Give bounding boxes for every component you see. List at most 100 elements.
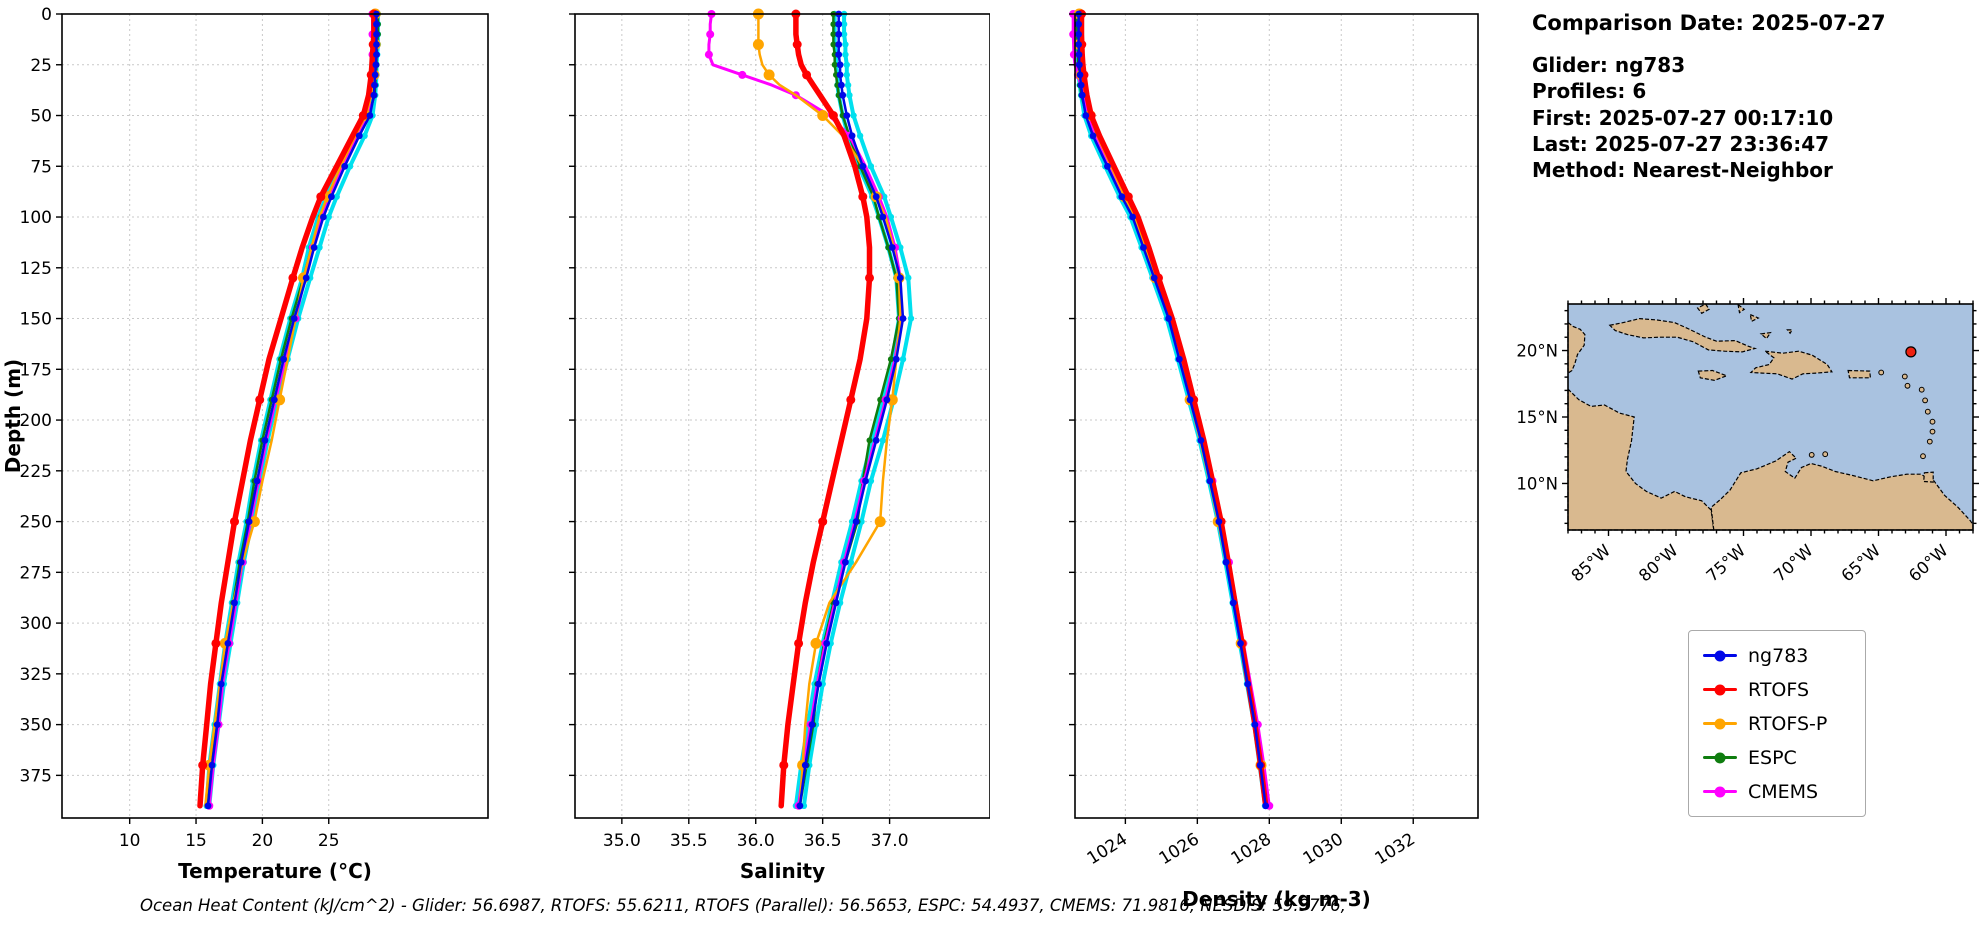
plot-frame — [574, 13, 990, 819]
profile-marker-ng783 — [896, 274, 904, 282]
profile-marker-RTOFS — [779, 760, 789, 770]
method-text: Method: Nearest-Neighbor — [1532, 158, 1833, 183]
profile-marker-RTOFS — [1086, 111, 1096, 120]
profile-line-glider-profile-1 — [1074, 12, 1267, 808]
profile-marker-ng783 — [862, 477, 869, 485]
profile-marker-ng783 — [253, 477, 261, 485]
profile-marker-glider-profile-1 — [887, 213, 895, 221]
map-lon-label: 85°W — [1568, 541, 1615, 586]
profile-marker-ESPC — [866, 437, 873, 444]
profile-marker-ng783 — [836, 71, 844, 79]
profile-marker-ng783 — [224, 640, 232, 647]
profile-marker-RTOFS-P — [874, 516, 886, 528]
profile-marker-ng783 — [843, 112, 851, 119]
comparison-date-text: Comparison Date: 2025-07-27 — [1532, 11, 1886, 35]
legend-label: RTOFS — [1748, 678, 1810, 701]
profile-marker-ng783 — [290, 315, 298, 322]
profile-line-RTOFS-P — [1078, 12, 1268, 808]
x-tick-label: 35.5 — [670, 831, 708, 851]
map-lon-label: 60°W — [1905, 541, 1952, 586]
salinity-profile-chart: 35.0 35.5 36.0 36.5 37.0 Salinity — [569, 8, 990, 883]
profile-marker-glider-profile-1 — [316, 244, 323, 251]
legend-label: RTOFS-P — [1748, 712, 1828, 735]
profile-marker-ng783 — [1175, 355, 1183, 363]
map-land — [1697, 369, 1729, 382]
profile-line-ESPC — [1075, 12, 1267, 808]
map-lat-label: 15°N — [1516, 408, 1558, 427]
profile-marker-ng783 — [835, 20, 843, 28]
profile-marker-ng783 — [371, 71, 379, 79]
legend-line-sample — [1703, 786, 1737, 797]
map-island — [1924, 408, 1931, 415]
legend-item-rtofs-p: RTOFS-P — [1703, 711, 1851, 736]
y-tick-label: 125 — [20, 259, 52, 279]
profile-marker-ng783 — [1075, 51, 1083, 58]
profile-marker-ng783 — [1206, 477, 1214, 485]
profile-marker-RTOFS — [846, 395, 856, 405]
profile-marker-ng783 — [1104, 162, 1111, 170]
map-lat-label: 10°N — [1516, 474, 1558, 493]
profile-marker-CMEMS — [738, 70, 747, 79]
profile-marker-RTOFS — [316, 192, 326, 202]
profile-marker-ng783 — [883, 396, 891, 404]
profile-marker-RTOFS-P — [763, 69, 775, 81]
y-tick-label: 325 — [20, 665, 52, 685]
location-map: 85°W 80°W 75°W 70°W 65°W 60°W 10°N 15°N 20°N — [1516, 298, 1979, 586]
profiles-count-text: Profiles: 6 — [1532, 79, 1647, 104]
profile-marker-RTOFS — [865, 273, 874, 283]
x-tick-label: 10 — [119, 831, 141, 851]
y-tick-label: 200 — [20, 411, 52, 431]
profile-line-glider-profile-2 — [1078, 12, 1269, 808]
y-tick-label: 175 — [20, 360, 52, 380]
legend-marker-dot — [1714, 684, 1726, 695]
y-tick-label: 75 — [30, 157, 52, 177]
profile-line-ng783 — [1077, 12, 1267, 808]
spacer — [1532, 38, 1886, 52]
profile-marker-RTOFS — [802, 70, 812, 80]
profile-marker-glider-profile-1 — [840, 31, 848, 38]
profile-marker-ng783 — [1077, 81, 1085, 89]
profile-line-CMEMS — [707, 12, 904, 808]
profile-marker-RTOFS — [198, 760, 208, 770]
profile-marker-ng783 — [302, 274, 310, 282]
profile-marker-ng783 — [888, 244, 896, 251]
profile-marker-ng783 — [872, 193, 880, 201]
profile-line-RTOFS — [778, 11, 873, 809]
legend-line-sample — [1703, 650, 1737, 661]
x-tick-label: 20 — [252, 831, 274, 851]
map-lon-label: 65°W — [1838, 541, 1885, 586]
profile-marker-ng783 — [370, 91, 378, 99]
profile-marker-ng783 — [859, 162, 867, 170]
profile-marker-ng783 — [217, 680, 225, 688]
profile-marker-ng783 — [839, 91, 847, 99]
profile-line-RTOFS-P — [204, 12, 377, 808]
profile-marker-ng783 — [1237, 640, 1244, 647]
x-axis-label: Temperature (°C) — [178, 859, 372, 883]
profile-marker-RTOFS — [858, 192, 868, 202]
map-island — [1901, 373, 1908, 380]
last-profile-time-text: Last: 2025-07-27 23:36:47 — [1532, 131, 1830, 156]
x-axis-label: Salinity — [740, 859, 825, 883]
profile-marker-ng783 — [1140, 244, 1147, 251]
x-tick-label: 25 — [318, 831, 340, 851]
y-axis-label: Depth (m) — [1, 359, 25, 473]
map-lon-label: 70°W — [1770, 541, 1817, 586]
map-land — [1786, 329, 1794, 335]
profile-line-RTOFS — [197, 11, 377, 809]
profile-marker-ng783 — [796, 802, 804, 810]
profile-marker-ng783 — [355, 132, 363, 140]
profile-marker-glider-profile-1 — [842, 41, 849, 48]
profile-line-glider-profile-2 — [204, 12, 378, 808]
map-lat-label: 20°N — [1516, 342, 1558, 361]
profile-marker-ng783 — [213, 721, 221, 728]
profile-marker-RTOFS-P — [248, 516, 260, 528]
map-island — [1922, 397, 1929, 404]
profile-marker-RTOFS — [792, 40, 802, 49]
y-tick-label: 150 — [20, 310, 52, 330]
profile-marker-ng783 — [373, 30, 380, 38]
map-island — [1929, 428, 1936, 435]
map-land — [1749, 313, 1760, 323]
profile-marker-RTOFS — [818, 517, 828, 527]
profile-marker-ng783 — [371, 81, 378, 89]
profile-marker-ng783 — [823, 640, 831, 647]
